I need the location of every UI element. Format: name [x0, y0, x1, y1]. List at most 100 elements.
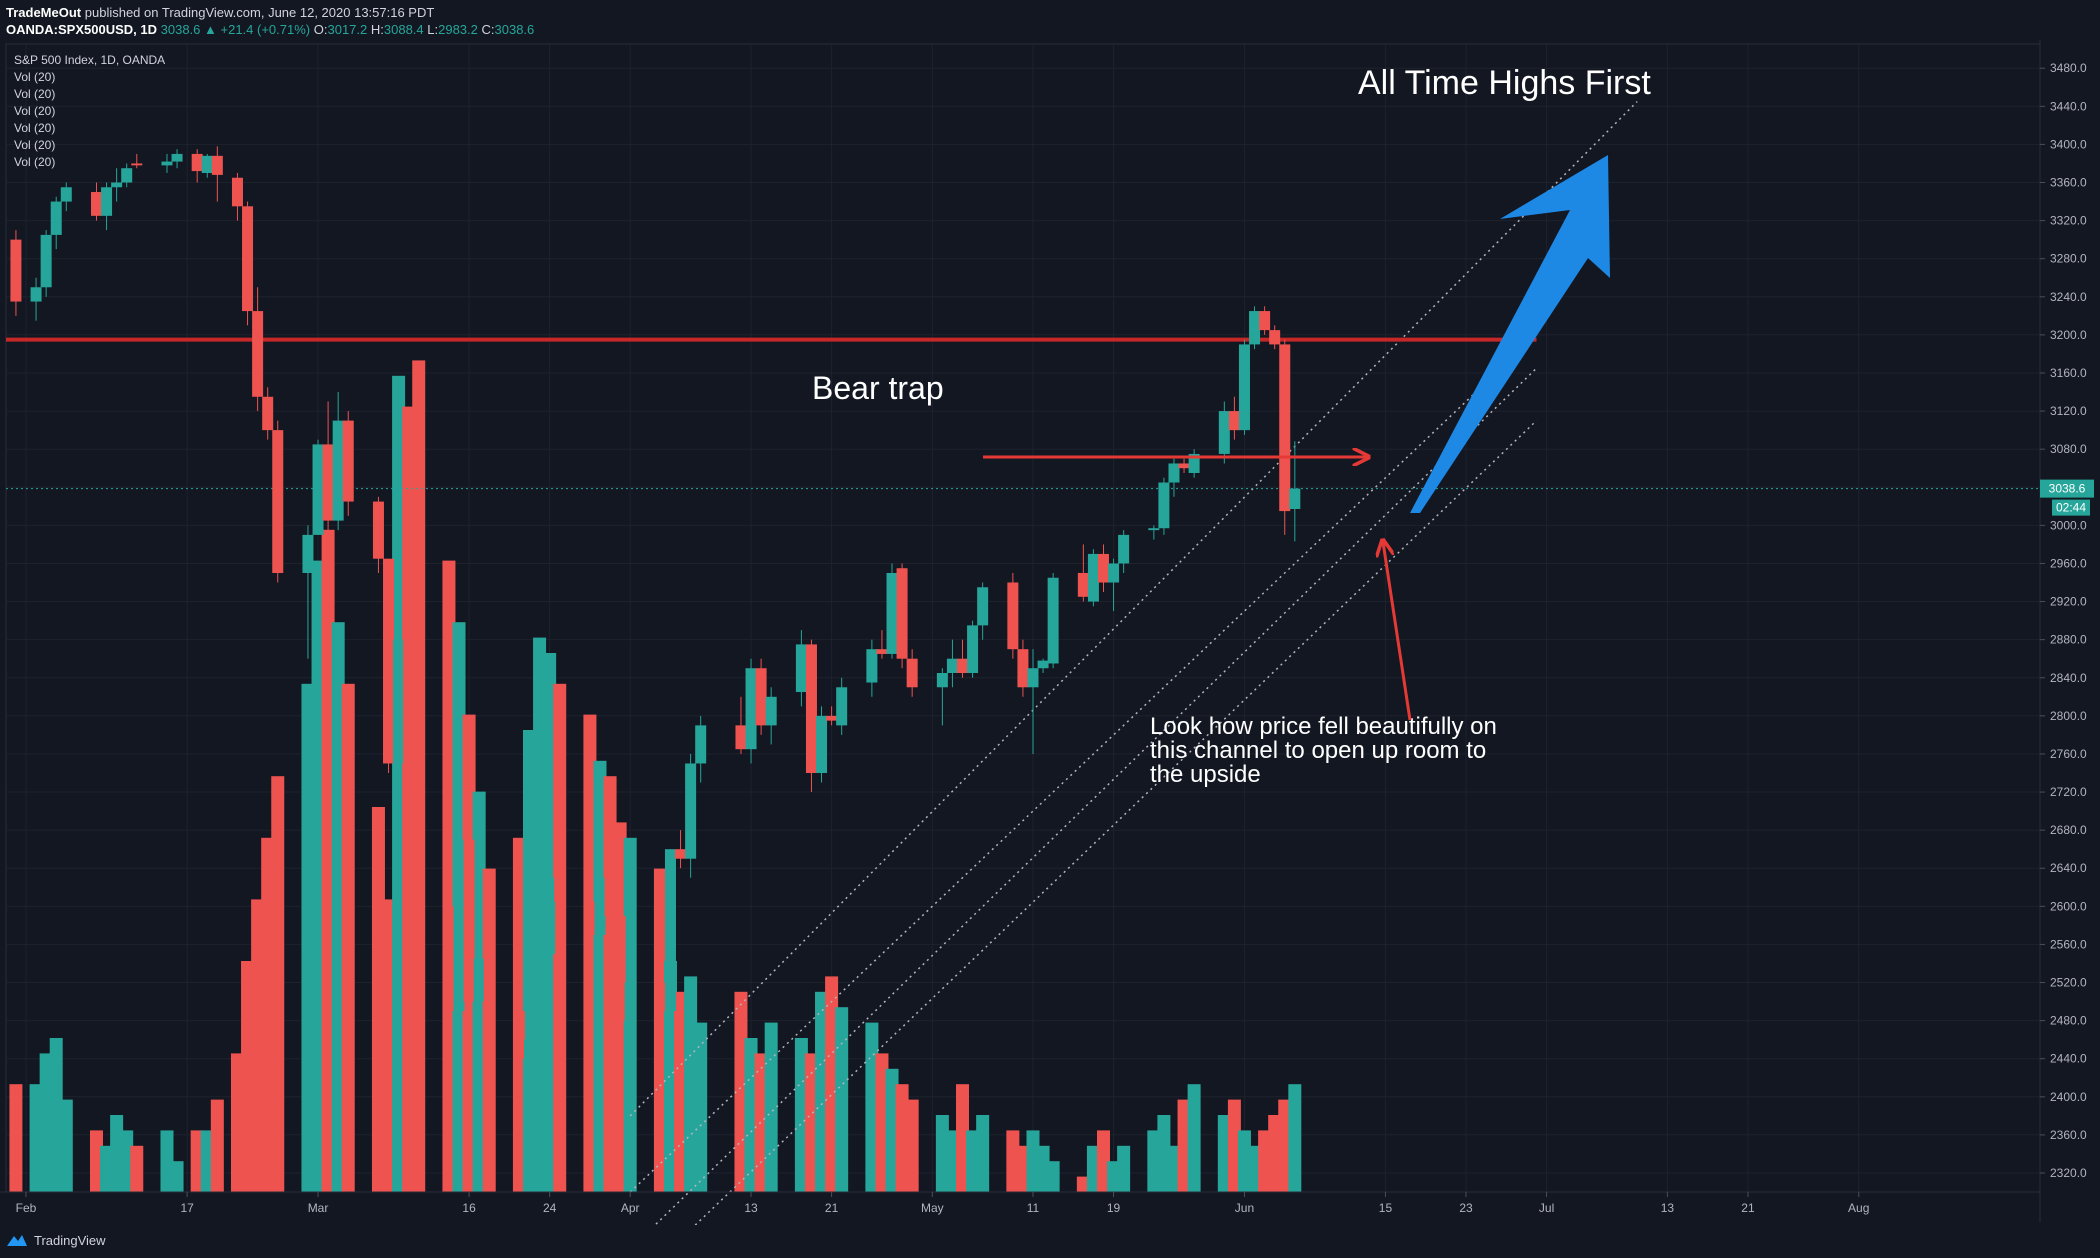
last-price-tag [2040, 479, 2094, 498]
footer: TradingView [6, 1228, 106, 1252]
volume-bar [89, 1130, 103, 1192]
legend-study-2[interactable]: Vol (20) [14, 87, 55, 101]
volume-bar [804, 1053, 818, 1192]
volume-bar [190, 1130, 204, 1192]
candle-body [946, 658, 958, 673]
candle-body [483, 958, 495, 1012]
ath-annotation[interactable]: All Time Highs First [1358, 64, 1651, 102]
legend-study-6[interactable]: Vol (20) [14, 155, 55, 169]
candle-body [886, 572, 898, 654]
candle-body [614, 915, 626, 1021]
candle-body [534, 953, 546, 1040]
volume-bar [241, 961, 255, 1192]
legend-study-1[interactable]: Vol (20) [14, 70, 55, 84]
candle-body [866, 649, 878, 683]
candle-body [131, 163, 143, 166]
last-price-tag-text: 3038.6 [2049, 482, 2086, 496]
volume-bar [935, 1115, 949, 1192]
volume-bar [271, 776, 285, 1192]
note-line-3[interactable]: the upside [1150, 761, 1261, 788]
price-tick-label: 3440.0 [2050, 99, 2087, 113]
volume-bar [160, 1130, 174, 1192]
volume-bar [301, 683, 315, 1192]
note-line-2[interactable]: this channel to open up room to [1150, 737, 1486, 764]
candle-body [1178, 463, 1190, 469]
countdown-tag-text: 02:44 [2056, 501, 2086, 515]
open-value: 3017.2 [327, 22, 368, 37]
price-tick-label: 2640.0 [2050, 861, 2087, 875]
bear-trap-annotation[interactable]: Bear trap [812, 370, 944, 406]
volume-bar [593, 760, 607, 1192]
candle-body [1077, 572, 1089, 597]
candle-body [171, 153, 183, 162]
volume-bar [1006, 1130, 1020, 1192]
price-tick-label: 3160.0 [2050, 366, 2087, 380]
price-tick-label: 2480.0 [2050, 1014, 2087, 1028]
price-tick-label: 3240.0 [2050, 290, 2087, 304]
channel-lines[interactable] [629, 101, 1638, 1225]
volume-bar [311, 560, 325, 1192]
candle-body [604, 877, 616, 916]
candle-body [111, 182, 123, 188]
channel-line [629, 101, 1638, 1117]
candle-body [1037, 660, 1049, 669]
candle-body [1259, 311, 1271, 331]
candle-body [312, 444, 324, 535]
legend-study-3[interactable]: Vol (20) [14, 104, 55, 118]
price-axis[interactable]: 2320.0 2360.0 2400.0 2440.0 2480.0 2520.0 2560… [2039, 40, 2087, 1222]
candle-body [403, 639, 415, 764]
candle-body [262, 396, 274, 431]
low-label: L: [427, 22, 439, 37]
upside-arrow[interactable] [1410, 155, 1610, 513]
candle-body [795, 644, 807, 693]
volume-bar [905, 1099, 919, 1192]
price-chart[interactable]: 2320.0 2360.0 2400.0 2440.0 2480.0 2520.0 2560… [0, 40, 2100, 1225]
time-tick-label: 16 [462, 1201, 476, 1215]
volume-bar [1147, 1130, 1161, 1192]
price-tick-label: 3360.0 [2050, 176, 2087, 190]
candle-body [161, 161, 173, 166]
chart-legend: S&P 500 Index, 1D, OANDA Vol (20) Vol (2… [14, 53, 165, 169]
volume-bar [956, 1084, 970, 1192]
note-line-1[interactable]: Look how price fell beautifully on [1150, 713, 1497, 740]
candle-body [121, 168, 133, 183]
candle-body [936, 672, 948, 688]
price-tick-label: 2360.0 [2050, 1128, 2087, 1142]
volume-bar [1096, 1130, 1110, 1192]
legend-study-5[interactable]: Vol (20) [14, 138, 55, 152]
price-tick-label: 2960.0 [2050, 556, 2087, 570]
time-tick-label: 17 [180, 1201, 194, 1215]
candle-body [383, 558, 395, 764]
published-text: published on TradingView.com, June 12, 2… [84, 5, 435, 20]
volume-bar [1117, 1145, 1131, 1192]
price-tick-label: 3280.0 [2050, 252, 2087, 266]
price-tick-label: 2560.0 [2050, 937, 2087, 951]
legend-study-4[interactable]: Vol (20) [14, 121, 55, 135]
volume-bar [1237, 1130, 1251, 1192]
candle-body [90, 192, 102, 216]
publish-line: TradeMeOut published on TradingView.com,… [6, 4, 534, 21]
candle-body [1158, 482, 1170, 529]
candle-body [745, 668, 757, 750]
note-arrow[interactable] [1383, 542, 1412, 721]
tradingview-logo-icon[interactable] [6, 1233, 28, 1247]
time-axis[interactable]: Feb 17 Mar 16 24 Apr 13 21 May 11 19 Jun 15 23 Jul 13 21… [0, 1191, 2040, 1215]
price-tick-label: 2680.0 [2050, 823, 2087, 837]
volume-bar [100, 1145, 114, 1192]
volume-bar [1217, 1115, 1231, 1192]
symbol-label: OANDA:SPX500USD, 1D [6, 22, 157, 37]
footer-brand[interactable]: TradingView [34, 1232, 106, 1248]
candle-body [544, 877, 556, 954]
candle-body [584, 901, 596, 935]
volume-bar [49, 1038, 63, 1192]
close-label: C: [481, 22, 495, 37]
time-tick-label: 15 [1379, 1201, 1393, 1215]
volume-bar [865, 1022, 879, 1192]
candle-body [1218, 411, 1230, 454]
publisher-name[interactable]: TradeMeOut [6, 5, 82, 20]
last-price: 3038.6 [160, 22, 201, 37]
volume-bar [764, 1022, 778, 1192]
candle-body [1017, 649, 1029, 688]
candle-body [594, 877, 606, 935]
candle-body [242, 206, 254, 312]
